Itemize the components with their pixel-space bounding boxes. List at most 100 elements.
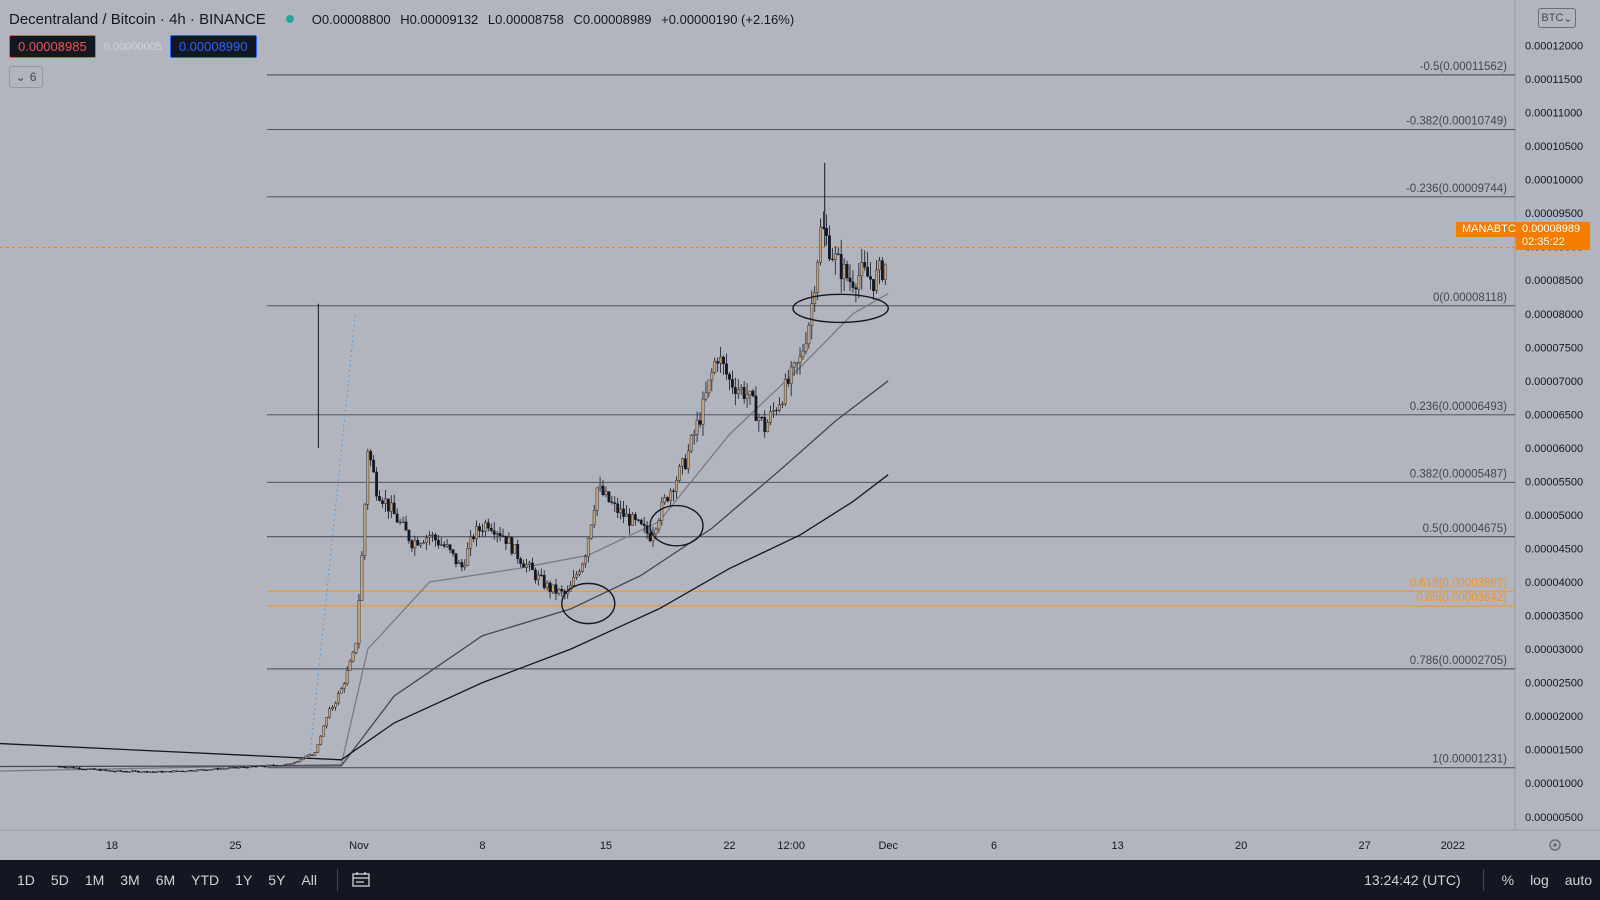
candle-body: [110, 770, 114, 772]
toolbar-divider: [1482, 869, 1484, 891]
candle-body: [286, 763, 290, 765]
y-tick-label: 0.00002000: [1525, 711, 1583, 723]
candle-body: [78, 767, 81, 770]
candle-body: [119, 770, 123, 772]
fib-level-label: -0.382(0.00010749): [1406, 115, 1507, 127]
x-tick-label: 22: [723, 840, 735, 852]
candle-body: [810, 303, 814, 326]
fib-level-label: 0.382(0.00005487): [1410, 468, 1507, 480]
y-tick-label: 0.00004000: [1525, 577, 1583, 589]
x-tick-label: 20: [1235, 840, 1247, 852]
candle-body: [766, 422, 770, 432]
y-tick-label: 0.00007000: [1525, 376, 1583, 388]
candle-body: [857, 275, 861, 290]
last-price-label: 0.00008989 02:35:22: [1516, 222, 1590, 250]
candle-body: [407, 530, 411, 542]
sell-button[interactable]: 0.00008985: [9, 35, 96, 58]
candle-body: [72, 767, 76, 769]
candle-body: [245, 767, 249, 769]
candle-body: [660, 501, 664, 521]
candle-body: [698, 420, 702, 425]
candle-body: [331, 706, 334, 710]
candle-body: [372, 459, 376, 473]
candle-body: [669, 490, 673, 502]
candle-body: [369, 451, 373, 461]
candle-body: [157, 770, 161, 773]
x-tick-label: 25: [229, 840, 241, 852]
utc-clock[interactable]: 13:24:42 (UTC): [1364, 872, 1461, 888]
x-tick-label: 8: [479, 840, 485, 852]
range-5y[interactable]: 5Y: [268, 872, 286, 888]
percent-toggle[interactable]: %: [1501, 872, 1515, 888]
fib-level-label: 0.5(0.00004675): [1423, 523, 1508, 535]
candle-body: [357, 600, 361, 644]
x-tick-label: 27: [1358, 840, 1370, 852]
range-1y[interactable]: 1Y: [235, 872, 253, 888]
log-toggle[interactable]: log: [1530, 872, 1549, 888]
last-price-symbol: MANABTC: [1456, 222, 1522, 237]
candle-body: [339, 688, 343, 694]
y-tick-label: 0.00003500: [1525, 611, 1583, 623]
candle-body: [807, 324, 811, 345]
candle-body: [778, 404, 781, 411]
candle-body: [272, 764, 276, 767]
candle-body: [319, 736, 323, 745]
candle-body: [648, 533, 652, 542]
range-all[interactable]: All: [301, 872, 317, 888]
candle-body: [728, 374, 731, 380]
candle-body: [672, 490, 675, 493]
buy-button[interactable]: 0.00008990: [169, 35, 257, 58]
y-tick-label: 0.00008500: [1525, 275, 1583, 287]
range-3m[interactable]: 3M: [120, 872, 140, 888]
candle-body: [75, 767, 79, 769]
candle-body: [757, 416, 761, 421]
ohlc-change: +0.00000190 (+2.16%): [661, 11, 795, 27]
range-1m[interactable]: 1M: [84, 872, 105, 888]
candle-body: [501, 535, 505, 537]
date-range-icon[interactable]: [352, 871, 370, 890]
candle-body: [572, 577, 575, 586]
candle-body: [134, 770, 137, 772]
y-tick-label: 0.00010000: [1525, 175, 1583, 187]
gear-icon-ring: [1549, 839, 1561, 851]
candle-body: [131, 770, 134, 772]
currency-button[interactable]: BTC ⌄: [1538, 8, 1576, 28]
candle-body: [298, 759, 302, 762]
candle-body: [289, 763, 293, 765]
candle-body: [292, 762, 296, 764]
circle-annotation: [792, 293, 889, 324]
candle-body: [354, 642, 358, 653]
candle-body: [428, 535, 431, 538]
candle-body: [786, 378, 790, 384]
candle-body: [60, 766, 64, 768]
candle-body: [216, 768, 220, 770]
range-ytd[interactable]: YTD: [191, 872, 220, 888]
range-1d[interactable]: 1D: [17, 872, 35, 888]
range-5d[interactable]: 5D: [50, 872, 69, 888]
candle-body: [304, 755, 308, 759]
candle-body: [631, 514, 634, 526]
candle-body: [366, 451, 370, 505]
x-tick-label: Dec: [878, 840, 898, 852]
y-tick-label: 0.00006500: [1525, 409, 1583, 421]
candle-body: [675, 480, 678, 493]
range-6m[interactable]: 6M: [155, 872, 176, 888]
y-tick-label: 0.00005500: [1525, 476, 1583, 488]
chevron-down-icon: ⌄: [1563, 12, 1573, 25]
candle-body: [548, 582, 552, 593]
symbol-title[interactable]: Decentraland / Bitcoin · 4h · BINANCE: [9, 10, 266, 28]
candle-body: [686, 450, 690, 470]
auto-toggle[interactable]: auto: [1564, 872, 1592, 888]
y-tick-label: 0.00001500: [1525, 745, 1583, 757]
candle-body: [839, 254, 843, 280]
market-status-dot: [285, 15, 294, 23]
gear-icon[interactable]: [1549, 839, 1561, 851]
candle-body: [416, 540, 420, 546]
candle-body: [872, 279, 875, 292]
moving-average-line: [0, 380, 889, 768]
indicators-toggle[interactable]: ⌄ 6: [9, 66, 43, 88]
ohlc-open: O0.00008800: [311, 11, 391, 27]
moving-average-line: [0, 474, 889, 761]
candle-body: [410, 540, 414, 549]
